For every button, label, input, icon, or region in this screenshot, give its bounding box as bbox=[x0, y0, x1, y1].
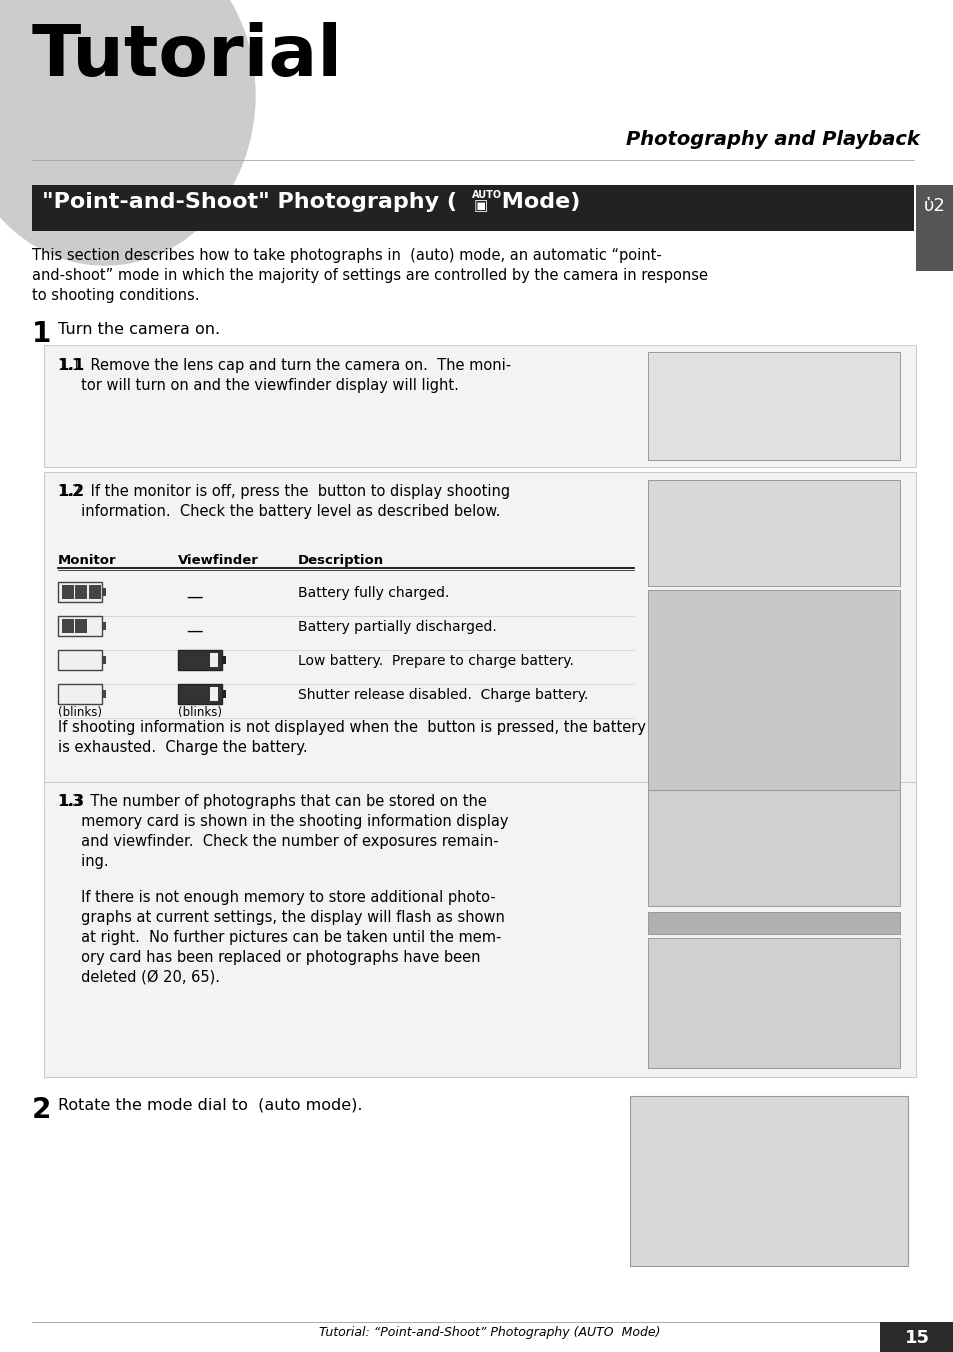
Bar bbox=[102, 622, 106, 630]
Text: (blinks): (blinks) bbox=[58, 706, 102, 719]
Bar bbox=[222, 656, 226, 664]
Bar bbox=[58, 684, 102, 704]
Bar bbox=[75, 585, 88, 599]
Bar bbox=[58, 581, 102, 602]
Text: Tutorial: “Point-and-Shoot” Photography (AUTO  Mode): Tutorial: “Point-and-Shoot” Photography … bbox=[319, 1326, 660, 1338]
Bar bbox=[647, 352, 899, 460]
Text: —: — bbox=[186, 622, 202, 639]
Bar bbox=[62, 585, 74, 599]
Bar bbox=[58, 617, 102, 635]
Text: Shutter release disabled.  Charge battery.: Shutter release disabled. Charge battery… bbox=[297, 688, 588, 702]
Text: at right.  No further pictures can be taken until the mem-: at right. No further pictures can be tak… bbox=[58, 930, 501, 945]
Text: 1: 1 bbox=[32, 320, 51, 347]
Text: ing.: ing. bbox=[58, 854, 109, 869]
Text: "Point-and-Shoot" Photography (: "Point-and-Shoot" Photography ( bbox=[42, 192, 456, 212]
Text: 1.1  Remove the lens cap and turn the camera on.  The moni-: 1.1 Remove the lens cap and turn the cam… bbox=[58, 358, 511, 373]
Text: tor will turn on and the viewfinder display will light.: tor will turn on and the viewfinder disp… bbox=[58, 379, 458, 393]
Bar bbox=[62, 619, 74, 633]
Bar bbox=[647, 938, 899, 1068]
Bar bbox=[210, 687, 218, 700]
Text: is exhausted.  Charge the battery.: is exhausted. Charge the battery. bbox=[58, 740, 307, 754]
Text: to shooting conditions.: to shooting conditions. bbox=[32, 288, 199, 303]
Text: (blinks): (blinks) bbox=[178, 706, 222, 719]
Text: information.  Check the battery level as described below.: information. Check the battery level as … bbox=[58, 504, 500, 519]
Text: If there is not enough memory to store additional photo-: If there is not enough memory to store a… bbox=[58, 890, 496, 904]
Ellipse shape bbox=[0, 0, 254, 265]
Text: memory card is shown in the shooting information display: memory card is shown in the shooting inf… bbox=[58, 814, 508, 829]
Bar bbox=[178, 684, 222, 704]
Bar bbox=[879, 1322, 953, 1352]
Text: 1.2: 1.2 bbox=[58, 484, 84, 499]
Text: Rotate the mode dial to  (auto mode).: Rotate the mode dial to (auto mode). bbox=[58, 1098, 362, 1113]
Text: Mode): Mode) bbox=[494, 192, 579, 212]
Bar bbox=[89, 585, 101, 599]
Text: 2: 2 bbox=[32, 1096, 51, 1124]
Text: 15: 15 bbox=[903, 1329, 928, 1347]
Text: —: — bbox=[186, 588, 202, 606]
Bar bbox=[178, 650, 222, 671]
Text: Low battery.  Prepare to charge battery.: Low battery. Prepare to charge battery. bbox=[297, 654, 574, 668]
Bar bbox=[647, 913, 899, 934]
Bar bbox=[58, 650, 102, 671]
Text: Viewfinder: Viewfinder bbox=[178, 554, 258, 566]
Text: Tutorial: Tutorial bbox=[32, 22, 343, 91]
Text: If shooting information is not displayed when the  button is pressed, the batter: If shooting information is not displayed… bbox=[58, 721, 645, 735]
Text: Battery partially discharged.: Battery partially discharged. bbox=[297, 621, 497, 634]
Text: Photography and Playback: Photography and Playback bbox=[625, 130, 919, 149]
Bar bbox=[102, 656, 106, 664]
Text: Monitor: Monitor bbox=[58, 554, 116, 566]
Text: Turn the camera on.: Turn the camera on. bbox=[58, 322, 220, 337]
Bar bbox=[44, 781, 915, 1078]
Text: ory card has been replaced or photographs have been: ory card has been replaced or photograph… bbox=[58, 950, 480, 965]
Bar bbox=[915, 185, 953, 270]
Bar bbox=[647, 589, 899, 790]
Bar bbox=[44, 472, 915, 802]
Text: ▣: ▣ bbox=[474, 197, 488, 214]
Bar bbox=[647, 480, 899, 585]
Text: Battery fully charged.: Battery fully charged. bbox=[297, 585, 449, 600]
Bar bbox=[210, 653, 218, 667]
Text: graphs at current settings, the display will flash as shown: graphs at current settings, the display … bbox=[58, 910, 504, 925]
Text: and viewfinder.  Check the number of exposures remain-: and viewfinder. Check the number of expo… bbox=[58, 834, 498, 849]
Text: ὑ2: ὑ2 bbox=[923, 197, 945, 215]
Bar bbox=[102, 588, 106, 596]
Bar bbox=[102, 690, 106, 698]
Text: This section describes how to take photographs in  (auto) mode, an automatic “po: This section describes how to take photo… bbox=[32, 247, 661, 264]
Text: deleted (Ø 20, 65).: deleted (Ø 20, 65). bbox=[58, 969, 220, 986]
Bar bbox=[629, 1096, 907, 1265]
Bar bbox=[44, 345, 915, 466]
Text: 1.1: 1.1 bbox=[58, 358, 84, 373]
Text: and-shoot” mode in which the majority of settings are controlled by the camera i: and-shoot” mode in which the majority of… bbox=[32, 268, 707, 283]
Bar bbox=[32, 185, 913, 231]
Text: 1.2  If the monitor is off, press the  button to display shooting: 1.2 If the monitor is off, press the but… bbox=[58, 484, 510, 499]
Bar bbox=[75, 619, 88, 633]
Bar bbox=[222, 690, 226, 698]
Text: AUTO: AUTO bbox=[472, 191, 501, 200]
Text: 1.3  The number of photographs that can be stored on the: 1.3 The number of photographs that can b… bbox=[58, 794, 486, 808]
Text: 1.3: 1.3 bbox=[58, 794, 84, 808]
Bar bbox=[647, 790, 899, 906]
Text: Description: Description bbox=[297, 554, 384, 566]
